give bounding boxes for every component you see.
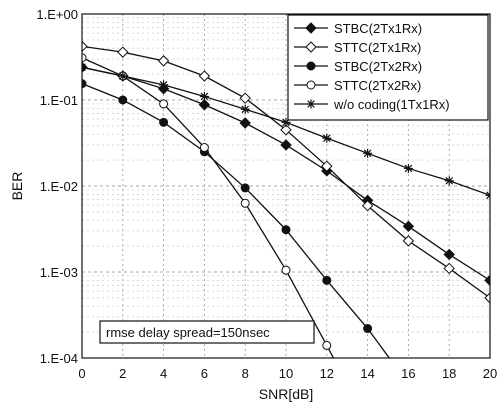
series-1 [82, 40, 490, 304]
series-line-3 [82, 57, 335, 358]
y-tick-label: 1.E-03 [40, 265, 78, 280]
tick-labels: 0 2 4 6 8 10 12 14 16 18 20 1.E+00 1.E-01 1.E-02 1.E-0… [36, 7, 497, 381]
series-2-point-4 [240, 183, 250, 193]
series-4-point-1 [118, 71, 128, 81]
series-4-point-4 [240, 104, 250, 114]
series-2-point-0 [82, 79, 87, 89]
series-0-point-10 [484, 274, 490, 287]
series-3-point-5 [281, 265, 291, 275]
legend-label-3: STTC(2Tx2Rx) [334, 78, 421, 93]
x-tick-label-10: 10 [279, 366, 293, 381]
x-tick-label-4: 4 [160, 366, 167, 381]
series-4-point-3 [199, 91, 209, 101]
series-3-point-3 [199, 143, 209, 153]
series-2-point-5 [281, 225, 291, 235]
y-tick-label: 1.E-01 [40, 93, 78, 108]
series-1-point-3 [198, 70, 211, 82]
x-axis-title: SNR[dB] [259, 386, 313, 402]
x-tick-label-0: 0 [78, 366, 85, 381]
y-tick-label: 1.E-04 [40, 351, 78, 366]
legend-marker-4 [306, 99, 316, 109]
x-tick-label-2: 2 [119, 366, 126, 381]
series-3-point-0 [82, 53, 87, 63]
x-tick-label-18: 18 [442, 366, 456, 381]
series-0-point-8 [402, 220, 415, 232]
series-4-point-8 [403, 163, 413, 173]
series-4-point-2 [159, 80, 169, 90]
legend-label-1: STTC(2Tx1Rx) [334, 40, 421, 55]
series-0-point-4 [239, 117, 251, 129]
series-0-point-3 [198, 99, 211, 111]
x-tick-label-8: 8 [242, 366, 249, 381]
series-2-point-1 [118, 95, 128, 105]
series-3-point-6 [322, 340, 332, 350]
series-4-point-0 [82, 62, 87, 72]
legend: STBC(2Tx1Rx) STTC(2Tx1Rx) STBC(2Tx2Rx) STTC… [287, 14, 489, 121]
series-1-point-6 [321, 160, 333, 172]
legend-label-4: w/o coding(1Tx1Rx) [333, 97, 450, 112]
series-1-point-5 [280, 124, 292, 136]
x-tick-label-6: 6 [201, 366, 208, 381]
x-tick-label-20: 20 [483, 366, 497, 381]
series-4-point-7 [363, 148, 373, 158]
annotation-frame [99, 320, 315, 344]
series-2 [82, 79, 391, 358]
series-4 [82, 62, 490, 200]
series-layer [82, 40, 490, 358]
series-1-point-2 [157, 55, 170, 67]
series-1-point-10 [484, 292, 490, 304]
x-tick-label-12: 12 [320, 366, 334, 381]
legend-label-2: STBC(2Tx2Rx) [334, 59, 422, 74]
legend-marker-1 [305, 41, 317, 53]
series-1-point-4 [239, 92, 251, 104]
y-tick-label: 1.E-02 [40, 179, 78, 194]
legend-frame [287, 14, 489, 121]
annotation-box: rmse delay spread=150nsec [99, 320, 315, 344]
y-axis-title: BER [9, 172, 25, 201]
y-tick-label: 1.E+00 [36, 7, 78, 22]
legend-marker-3 [306, 80, 316, 90]
series-0-point-9 [443, 248, 455, 261]
series-1-point-9 [443, 262, 455, 275]
series-2-point-6 [322, 275, 332, 285]
plot-frame [81, 13, 491, 359]
series-3-point-4 [240, 198, 250, 208]
series-0-point-5 [280, 139, 292, 151]
series-1-point-7 [361, 199, 374, 212]
series-1-point-1 [117, 46, 129, 58]
series-1-point-8 [402, 235, 415, 247]
series-2-point-2 [159, 117, 169, 127]
series-4-point-10 [485, 190, 490, 200]
series-2-point-7 [363, 324, 373, 334]
legend-label-0: STBC(2Tx1Rx) [334, 21, 422, 36]
series-4-point-6 [322, 133, 332, 143]
legend-marker-2 [306, 61, 316, 71]
x-tick-label-14: 14 [360, 366, 374, 381]
annotation-text: rmse delay spread=150nsec [106, 325, 270, 340]
series-4-point-9 [444, 176, 454, 186]
series-3-point-2 [159, 99, 169, 109]
x-tick-label-16: 16 [401, 366, 415, 381]
legend-marker-0 [305, 22, 317, 34]
series-1-point-0 [82, 40, 88, 53]
